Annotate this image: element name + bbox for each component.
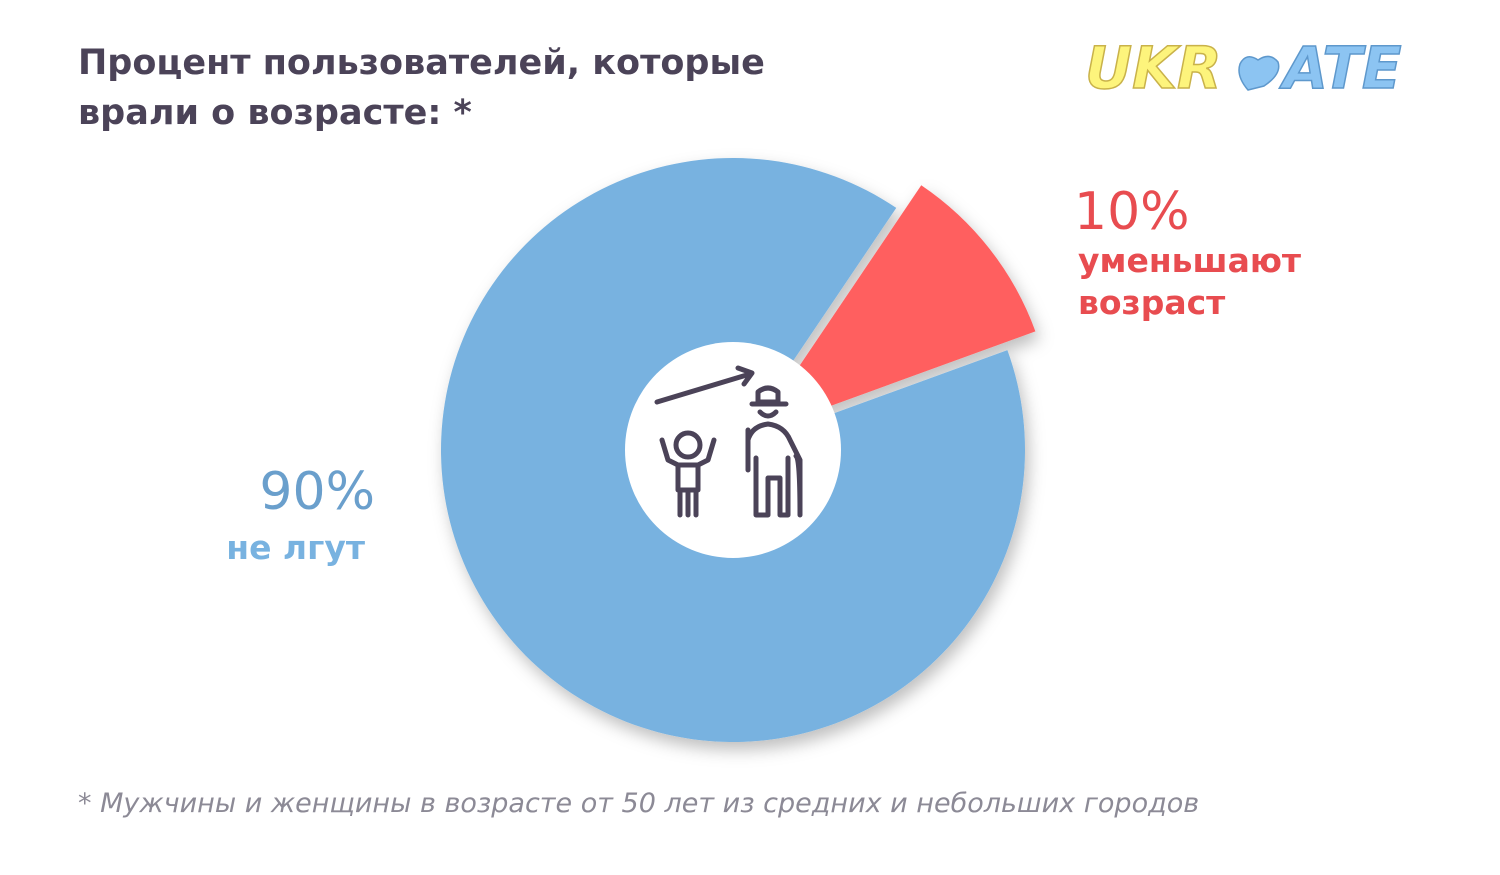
logo-right: ATE xyxy=(1279,34,1402,102)
category-label: не лгут xyxy=(226,528,365,567)
value-label: 10% xyxy=(1074,182,1190,242)
chart-title: Процент пользователей, которые врали о в… xyxy=(78,43,765,133)
donut-hole xyxy=(625,342,841,558)
logo: UKR ATE xyxy=(1084,33,1402,103)
age-icon xyxy=(654,365,803,518)
footnote: * Мужчины и женщины в возрасте от 50 лет… xyxy=(78,788,1200,819)
category-label: уменьшают возраст xyxy=(1078,241,1302,322)
logo-heart xyxy=(1238,55,1280,91)
pie-slice xyxy=(753,185,1036,434)
value-label: 90% xyxy=(259,462,375,522)
logo-left: UKR xyxy=(1085,34,1222,102)
